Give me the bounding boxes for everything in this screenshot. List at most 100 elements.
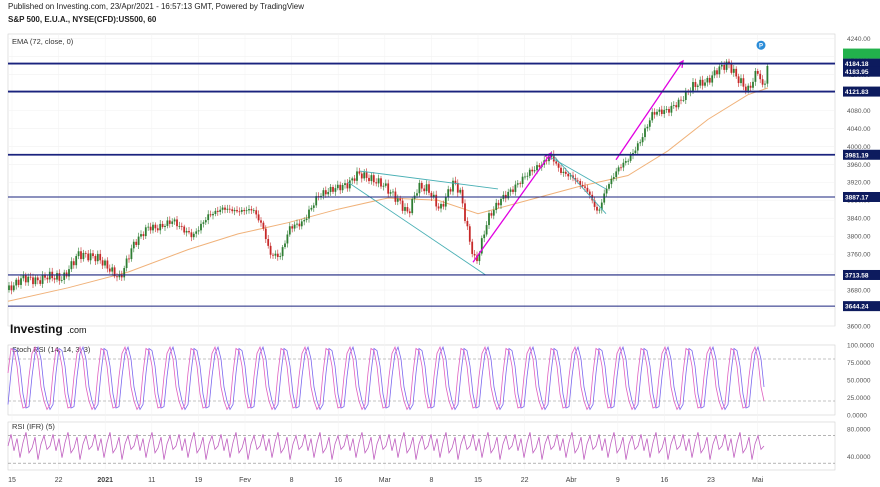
candle-body <box>267 239 270 246</box>
candle-body <box>562 171 565 173</box>
trendline <box>550 157 607 190</box>
stoch-y-tick-label: 50.0000 <box>847 378 871 385</box>
candle-body <box>735 68 738 77</box>
candle-body <box>264 228 267 240</box>
candle-body <box>128 258 130 260</box>
candle-body <box>478 253 481 262</box>
candle-body <box>276 253 279 258</box>
candle-body <box>168 220 171 224</box>
candle-body <box>696 85 699 87</box>
candle-body <box>82 252 85 260</box>
candle-body <box>672 105 675 106</box>
x-tick-label: 8 <box>290 477 294 484</box>
level-price-label: 3981.19 <box>845 152 869 159</box>
candle-body <box>636 143 639 151</box>
candle-body <box>617 167 620 172</box>
candle-body <box>339 184 342 191</box>
watermark-brand: Investing <box>10 322 63 336</box>
candle-body <box>353 178 356 181</box>
candle-body <box>262 222 265 229</box>
candle-body <box>488 213 490 226</box>
candle-body <box>442 203 445 207</box>
candle-body <box>164 225 166 227</box>
x-tick-label: Mar <box>379 477 392 484</box>
candle-body <box>257 214 260 221</box>
candle-body <box>315 196 318 206</box>
price-y-tick-label: 3800.00 <box>847 234 871 241</box>
candle-body <box>495 202 498 211</box>
candle-body <box>322 190 325 196</box>
candle-body <box>452 180 454 192</box>
candle-body <box>159 223 162 231</box>
candle-body <box>106 260 109 269</box>
candle-body <box>682 100 685 101</box>
candle-body <box>624 161 627 163</box>
candle-body <box>596 206 598 211</box>
candle-body <box>341 185 344 191</box>
candle-body <box>123 268 126 278</box>
candle-body <box>245 210 248 212</box>
candle-body <box>140 234 142 237</box>
candle-body <box>639 142 642 144</box>
candle-body <box>711 75 714 83</box>
x-tick-label: 9 <box>616 477 620 484</box>
candle-body <box>521 176 524 184</box>
candle-body <box>120 274 123 278</box>
candle-body <box>41 274 44 284</box>
candle-body <box>348 180 351 189</box>
candle-body <box>456 182 459 193</box>
level-price-tag <box>843 301 880 312</box>
candle-body <box>29 276 32 278</box>
candle-body <box>204 220 207 223</box>
candle-body <box>497 202 500 206</box>
candle-body <box>84 252 87 254</box>
candle-body <box>252 210 255 212</box>
candle-body <box>344 183 346 186</box>
candle-body <box>646 126 649 129</box>
candle-body <box>466 220 469 227</box>
candle-body <box>428 184 430 193</box>
price-y-tick-label: 3920.00 <box>847 180 871 187</box>
candle-body <box>296 223 298 225</box>
stoch-y-tick-label: 0.0000 <box>847 413 867 420</box>
symbol-title: S&P 500, E.U.A., NYSE(CFD):US500, 60 <box>8 15 157 24</box>
stoch-indicator-label: Stoch RSI (14, 14, 3, 3) <box>12 345 91 354</box>
candle-body <box>22 274 25 279</box>
candle-body <box>219 209 222 212</box>
candle-body <box>284 243 286 248</box>
candle-body <box>375 182 378 184</box>
candle-body <box>708 77 711 83</box>
candle-body <box>272 254 274 256</box>
last-price-label: 4183.95 <box>845 69 869 76</box>
ema-line <box>7 87 769 302</box>
candle-body <box>24 274 27 283</box>
candle-body <box>104 260 106 266</box>
candle-body <box>36 277 39 281</box>
x-tick-label: 16 <box>661 477 669 484</box>
candle-body <box>408 211 411 214</box>
candle-body <box>512 189 514 192</box>
candle-body <box>288 226 291 235</box>
candle-body <box>677 99 680 108</box>
candle-body <box>675 105 678 108</box>
level-price-tag <box>843 86 880 97</box>
candle-body <box>454 180 457 183</box>
price-y-tick-label: 3840.00 <box>847 216 871 223</box>
candle-body <box>360 173 363 179</box>
candle-body <box>656 111 658 115</box>
candle-body <box>214 210 217 214</box>
candle-body <box>92 253 94 257</box>
candle-body <box>720 64 723 67</box>
rsi-y-tick-label: 80.0000 <box>847 426 871 433</box>
candle-body <box>154 224 157 229</box>
candle-body <box>226 208 229 210</box>
candle-body <box>312 205 315 208</box>
candle-body <box>552 154 555 162</box>
candle-body <box>588 191 591 195</box>
candle-body <box>63 272 66 281</box>
candle-body <box>228 208 231 210</box>
candle-body <box>310 207 313 210</box>
candle-body <box>591 194 594 201</box>
candle-body <box>329 186 332 192</box>
x-tick-label: 23 <box>707 477 715 484</box>
